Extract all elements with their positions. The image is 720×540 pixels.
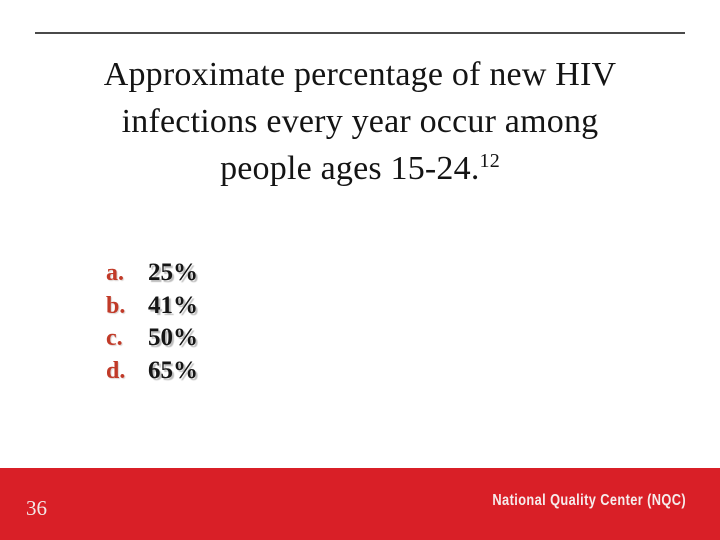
- footer-red-band: [0, 468, 720, 540]
- footer-brand-logotype: National Quality Center (NQC): [492, 492, 686, 509]
- top-rule-divider: [35, 32, 685, 34]
- title-footnote-superscript: 12: [479, 150, 500, 172]
- slide-title: Approximate percentage of new HIV infect…: [30, 51, 690, 192]
- slide-number: 36: [26, 496, 47, 520]
- option-value: 65%: [148, 356, 198, 384]
- answer-option-c: c. 50%: [106, 324, 198, 357]
- answer-option-d: d. 65%: [106, 357, 198, 390]
- answer-option-b: b. 41%: [106, 292, 198, 325]
- title-line-1: Approximate percentage of new HIV: [103, 56, 617, 93]
- option-value: 50%: [148, 324, 198, 352]
- title-line-3-text: people ages 15-24.: [220, 150, 480, 187]
- option-value: 41%: [148, 291, 198, 319]
- option-letter: d.: [106, 357, 126, 384]
- option-letter: c.: [106, 325, 123, 352]
- option-value: 25%: [148, 259, 198, 286]
- answer-options-list: a. 25% b. 41% c. 50% d. 65%: [106, 259, 198, 389]
- title-line-2: infections every year occur among: [121, 103, 599, 140]
- title-line-3: people ages 15-24.12: [30, 145, 690, 192]
- answer-option-a: a. 25%: [106, 259, 198, 292]
- option-letter: b.: [106, 292, 126, 319]
- option-letter: a.: [106, 260, 124, 286]
